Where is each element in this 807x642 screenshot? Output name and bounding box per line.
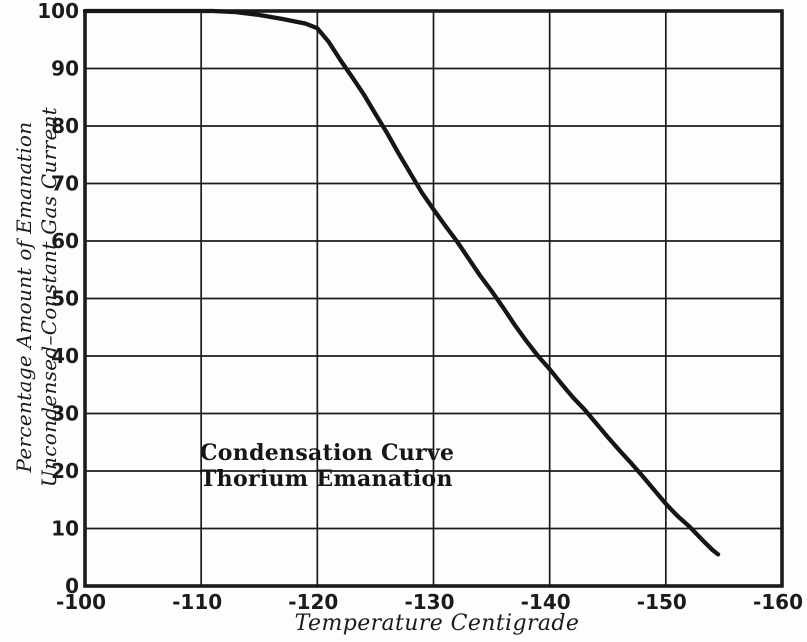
x-tick-label: -150 <box>637 590 687 614</box>
x-tick-label: -120 <box>288 590 338 614</box>
y-axis-title: Percentage Amount of Emanation Uncondens… <box>12 17 62 577</box>
y-tick-label: 0 <box>65 574 79 598</box>
x-tick-label: -160 <box>753 590 803 614</box>
y-tick-label: 90 <box>51 57 79 81</box>
plot-border <box>83 9 784 588</box>
y-tick-label: 20 <box>51 459 79 483</box>
y-tick-label: 30 <box>51 402 79 426</box>
y-tick-label: 80 <box>51 114 79 138</box>
x-axis-title: Temperature Centigrade <box>294 611 580 636</box>
condensation-curve <box>82 8 721 557</box>
y-tick-label: 10 <box>51 517 79 541</box>
y-tick-label: 70 <box>51 172 79 196</box>
x-tick-label: -130 <box>404 590 454 614</box>
annotation-line2: Thorium Emanation <box>200 466 453 492</box>
y-axis-title-line1: Percentage Amount of Emanation <box>12 121 36 473</box>
y-tick-label: 50 <box>51 287 79 311</box>
y-axis-title-line2: Uncondensed–Constant Gas Current <box>37 106 61 488</box>
chart-annotation: Condensation Curve Thorium Emanation <box>200 440 455 492</box>
x-tick-label: -110 <box>172 590 222 614</box>
y-tick-label: 40 <box>51 344 79 368</box>
x-tick-label: -140 <box>521 590 571 614</box>
y-tick-label: 60 <box>51 229 79 253</box>
x-tick-label: -100 <box>56 590 106 614</box>
annotation-line1: Condensation Curve <box>200 440 455 466</box>
y-tick-label: 100 <box>37 0 79 23</box>
